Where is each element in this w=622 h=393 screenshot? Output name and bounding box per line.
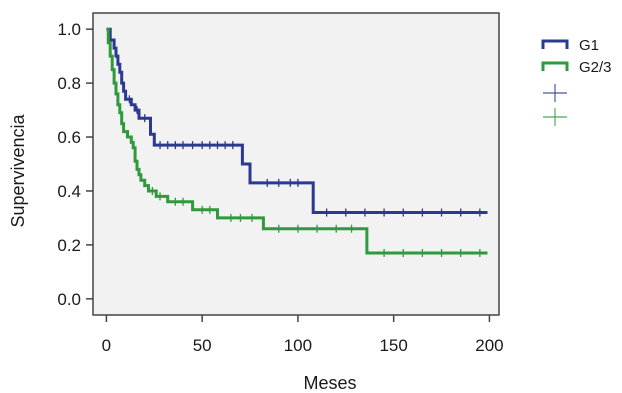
legend-label: G2/3: [579, 59, 612, 76]
y-tick-label: 0.4: [57, 182, 81, 201]
legend: G1 G2/3: [541, 37, 612, 126]
x-tick-label: 0: [102, 336, 111, 355]
x-axis-title: Meses: [303, 373, 356, 393]
y-tick-label: 0.8: [57, 74, 81, 93]
series-line: [106, 27, 488, 255]
x-tick-label: 200: [475, 336, 503, 355]
legend-censor-symbol: [543, 84, 567, 102]
x-axis: 0 50 100 150 200: [102, 315, 504, 355]
x-tick-label: 100: [284, 336, 312, 355]
legend-label: G1: [579, 37, 599, 54]
y-tick-label: 1.0: [57, 20, 81, 39]
legend-censor-symbol: [543, 108, 567, 126]
y-tick-label: 0.2: [57, 236, 81, 255]
series-g2-3: [106, 27, 488, 257]
y-axis: 0.0 0.2 0.4 0.6 0.8 1.0: [57, 20, 93, 309]
legend-swatch: [541, 61, 569, 71]
y-axis-title: Supervivencia: [8, 113, 28, 227]
y-tick-label: 0.6: [57, 128, 81, 147]
legend-swatch: [541, 39, 569, 49]
x-tick-label: 150: [379, 336, 407, 355]
x-tick-label: 50: [193, 336, 212, 355]
y-tick-label: 0.0: [57, 290, 81, 309]
plot-area: [92, 12, 500, 316]
series-line: [106, 27, 488, 214]
series-g1: [106, 27, 488, 217]
series-layer: [106, 27, 488, 257]
